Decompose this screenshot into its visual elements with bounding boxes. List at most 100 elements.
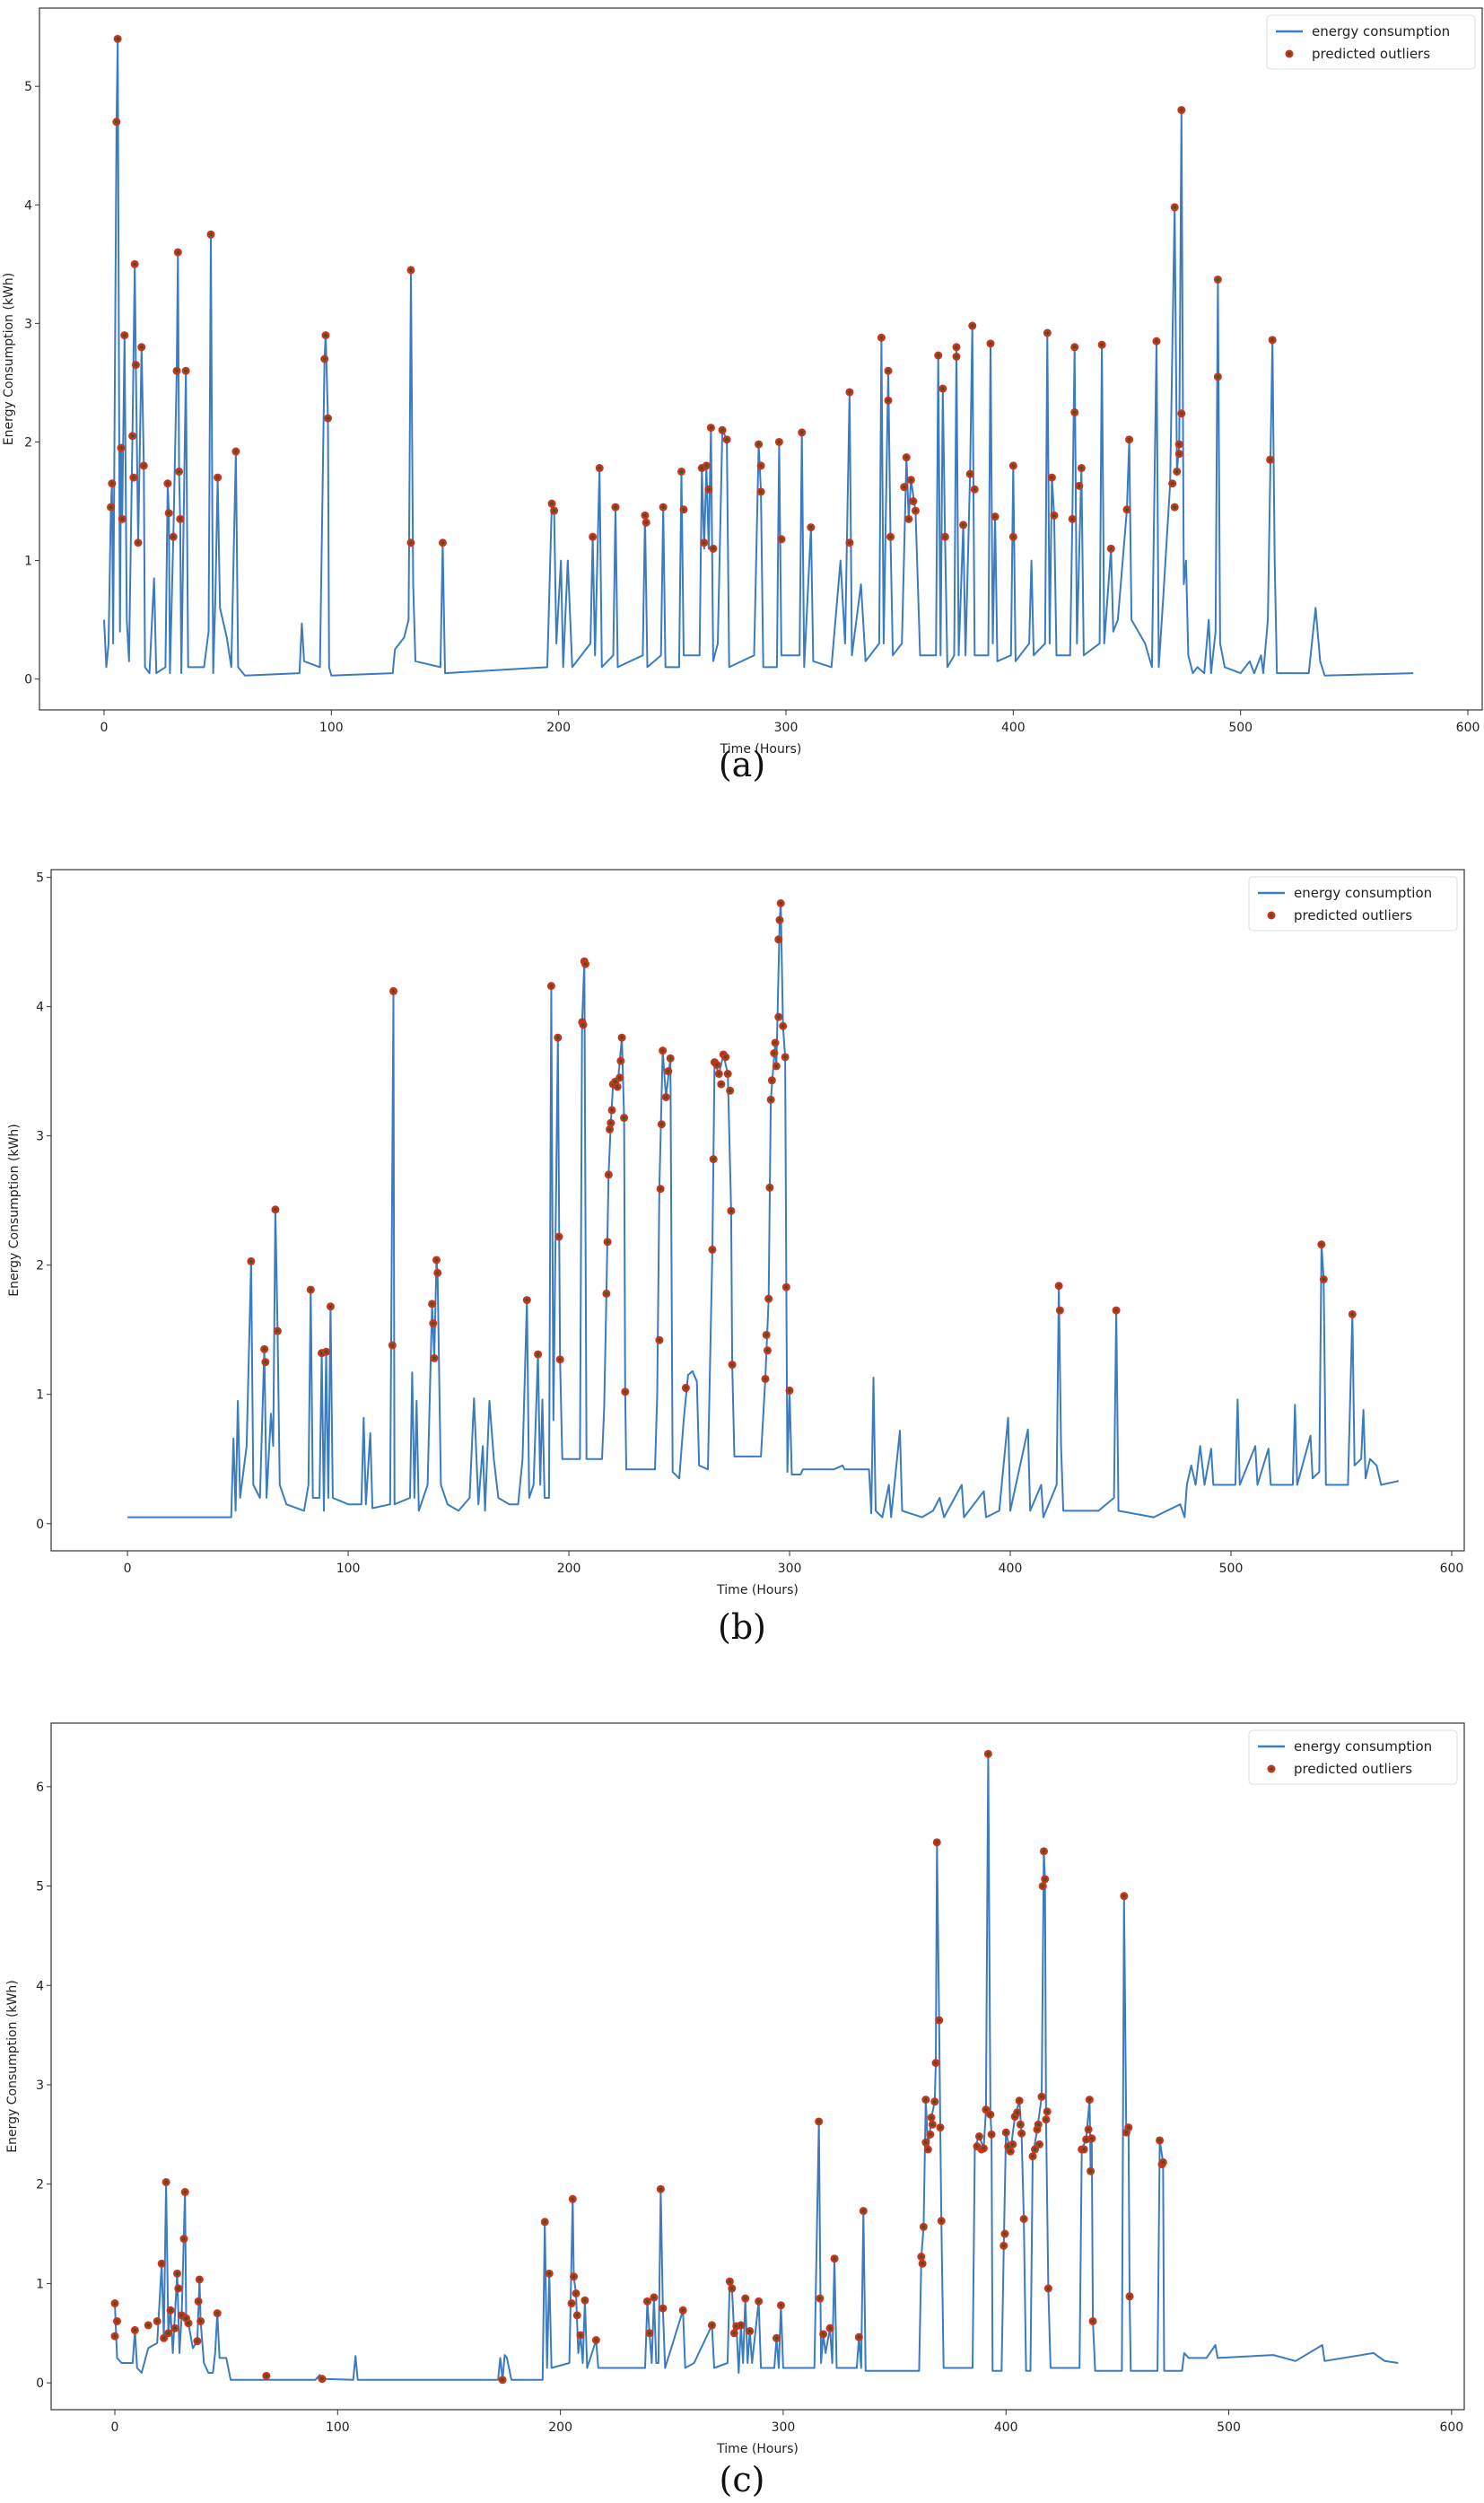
x-tick-label: 400: [999, 1562, 1023, 1576]
outlier-marker-center: [209, 232, 213, 237]
outlier-marker-center: [615, 1085, 619, 1089]
outlier-marker-center: [926, 2148, 930, 2151]
predicted-outlier-point: [911, 506, 920, 515]
predicted-outlier-point: [923, 2145, 932, 2154]
predicted-outlier-point: [546, 982, 555, 991]
predicted-outlier-point: [641, 511, 650, 520]
predicted-outlier-point: [712, 1060, 721, 1069]
outlier-marker-center: [728, 2280, 732, 2283]
predicted-outlier-point: [1125, 2292, 1134, 2301]
predicted-outlier-point: [709, 1155, 718, 1164]
outlier-marker-center: [552, 509, 556, 512]
predicted-outlier-point: [1039, 1847, 1048, 1856]
outlier-marker-center: [1015, 2111, 1019, 2114]
predicted-outlier-point: [181, 366, 190, 375]
predicted-outlier-point: [746, 2327, 755, 2336]
predicted-outlier-point: [756, 461, 765, 470]
outlier-marker-center: [1322, 1277, 1326, 1282]
predicted-outlier-point: [728, 1361, 737, 1370]
outlier-marker-center: [324, 333, 327, 337]
outlier-marker-center: [326, 416, 330, 420]
y-tick-label: 2: [36, 1259, 44, 1273]
predicted-outlier-point: [193, 2337, 202, 2346]
predicted-outlier-point: [965, 469, 974, 478]
outlier-marker-center: [879, 336, 884, 340]
chart-panel-c: 0 100 200 300 400 500 600 0 1 2 3 4 5 6 Time (Hours) En…: [5, 1722, 1465, 2456]
outlier-marker-center: [816, 2120, 821, 2123]
predicted-outlier-point: [886, 532, 895, 541]
predicted-outlier-point: [884, 366, 893, 375]
predicted-outlier-point: [729, 2329, 738, 2338]
outlier-marker-center: [779, 2303, 783, 2307]
outlier-marker-center: [1040, 2095, 1043, 2099]
predicted-outlier-point: [798, 428, 807, 437]
y-tick-label: 1: [24, 555, 32, 569]
outlier-marker-center: [732, 2331, 737, 2335]
outlier-marker-center: [710, 2324, 714, 2327]
outlier-marker-center: [430, 1302, 434, 1306]
predicted-outlier-point: [260, 1344, 269, 1353]
predicted-outlier-point: [952, 343, 961, 352]
outlier-marker-center: [777, 440, 781, 444]
outlier-marker-center: [929, 2132, 932, 2137]
predicted-outlier-point: [900, 483, 909, 492]
predicted-outlier-point: [770, 1049, 779, 1058]
outlier-marker-center: [1087, 2128, 1090, 2131]
outlier-marker-center: [818, 2297, 822, 2300]
predicted-outlier-point: [1152, 337, 1161, 346]
legend-box: [1248, 876, 1458, 932]
predicted-outlier-point: [1213, 275, 1222, 284]
predicted-outlier-point: [927, 2114, 936, 2122]
predicted-outlier-point: [762, 1330, 771, 1339]
predicted-outlier-point: [775, 915, 784, 924]
predicted-outlier-point: [214, 473, 223, 482]
predicted-outlier-point: [621, 1387, 630, 1396]
axes-frame: [50, 869, 1465, 1552]
predicted-outlier-point: [655, 1335, 664, 1344]
predicted-outlier-point: [1173, 467, 1182, 476]
outlier-marker-center: [720, 428, 724, 433]
outlier-marker-center: [773, 1051, 776, 1055]
predicted-outlier-point: [1087, 2166, 1096, 2175]
outlier-marker-center: [1058, 1308, 1062, 1312]
predicted-outlier-point: [983, 1749, 992, 1758]
predicted-outlier-point: [554, 1232, 563, 1241]
outlier-marker-center: [932, 2100, 937, 2104]
outlier-marker-center: [723, 1055, 728, 1059]
outlier-marker-center: [766, 1297, 771, 1300]
predicted-outlier-point: [572, 2311, 581, 2320]
y-tick-label: 6: [36, 1781, 44, 1795]
predicted-outlier-point: [1085, 2096, 1094, 2105]
x-axis-label: Time (Hours): [716, 1583, 799, 1597]
outlier-marker-center: [679, 469, 684, 474]
outlier-marker-center: [973, 487, 977, 492]
predicted-outlier-point: [117, 443, 126, 452]
predicted-outlier-point: [904, 514, 913, 523]
predicted-outlier-point: [120, 331, 129, 340]
predicted-outlier-point: [1016, 2120, 1025, 2129]
predicted-outlier-point: [934, 351, 943, 360]
predicted-outlier-point: [498, 2376, 507, 2385]
outlier-marker-center: [119, 446, 123, 450]
predicted-outlier-point: [774, 935, 783, 944]
outlier-marker-center: [409, 540, 413, 545]
predicted-outlier-point: [930, 2097, 939, 2106]
predicted-outlier-point: [785, 1386, 794, 1395]
outlier-marker-center: [136, 540, 140, 545]
predicted-outlier-point: [767, 1076, 776, 1085]
axes-frame: [50, 1722, 1465, 2411]
outlier-marker-center: [184, 369, 188, 373]
predicted-outlier-point: [134, 538, 143, 547]
outlier-marker-center: [176, 2287, 180, 2290]
predicted-outlier-point: [918, 2259, 927, 2268]
predicted-outlier-point: [777, 535, 786, 544]
outlier-marker-center: [989, 2113, 992, 2116]
predicted-outlier-point: [774, 1012, 783, 1021]
predicted-outlier-point: [568, 2194, 577, 2203]
outlier-marker-center: [1174, 469, 1179, 474]
outlier-marker-center: [234, 450, 238, 453]
outlier-marker-center: [726, 1072, 729, 1076]
legend-marker-center: [1270, 914, 1273, 917]
outlier-marker-center: [264, 1360, 267, 1364]
